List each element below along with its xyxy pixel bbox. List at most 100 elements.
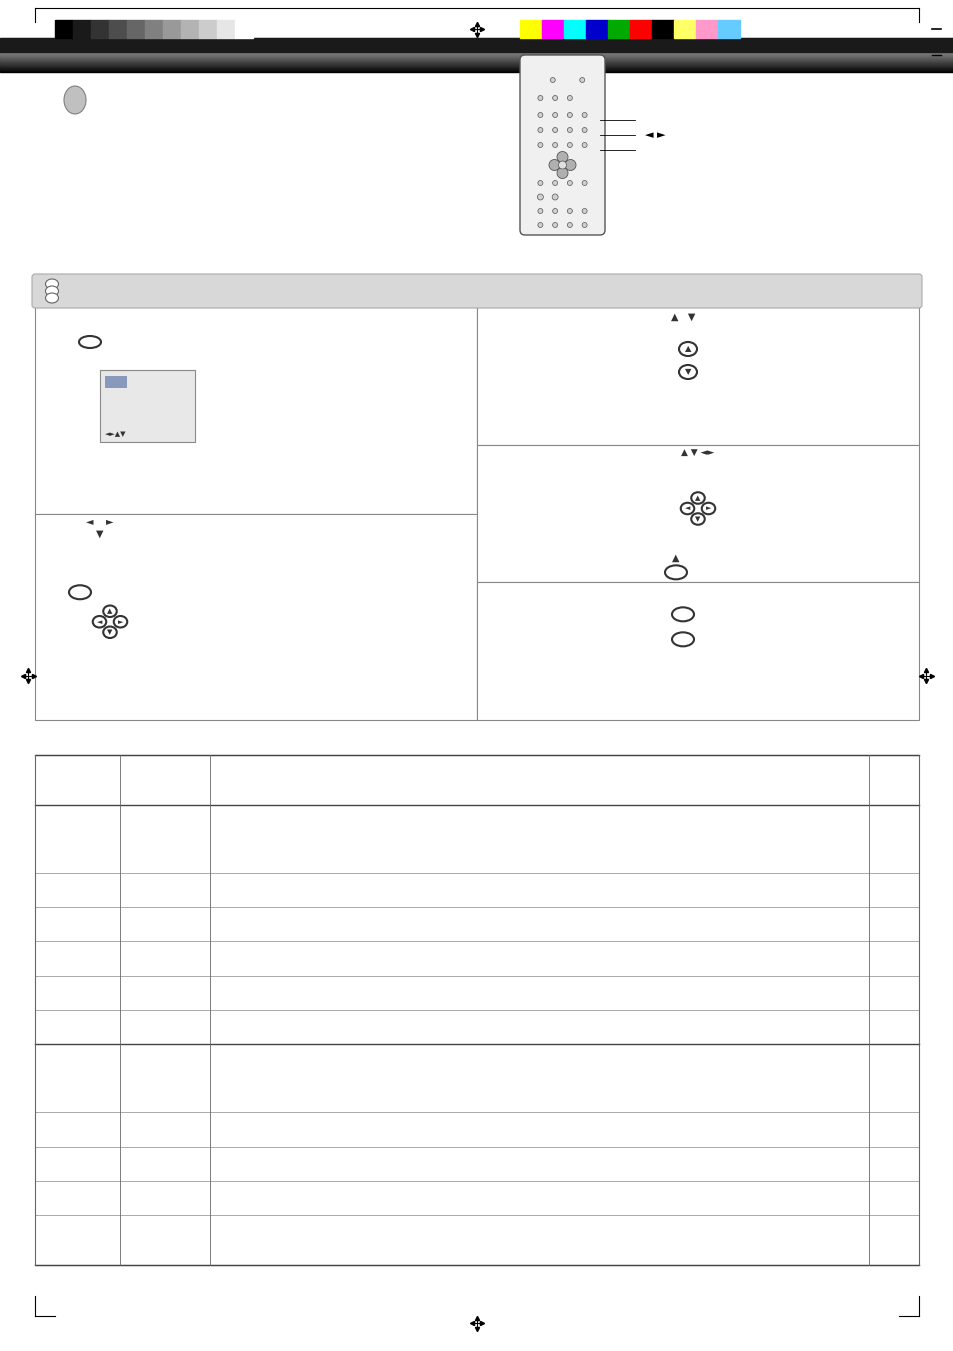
Text: ▲: ▲ <box>684 345 691 354</box>
Ellipse shape <box>679 365 697 380</box>
Text: ▼: ▼ <box>695 516 700 521</box>
Circle shape <box>550 77 555 82</box>
Text: ◄: ◄ <box>96 619 102 624</box>
Ellipse shape <box>691 492 704 504</box>
Circle shape <box>552 223 558 227</box>
Text: ▲: ▲ <box>107 608 112 615</box>
Text: ◄►▲▼: ◄►▲▼ <box>105 431 127 436</box>
Circle shape <box>552 96 558 100</box>
Bar <box>91 20 109 38</box>
Ellipse shape <box>113 616 127 627</box>
Ellipse shape <box>79 336 101 349</box>
Circle shape <box>537 181 542 185</box>
Circle shape <box>567 208 572 213</box>
Text: ◄    ►: ◄ ► <box>86 517 113 527</box>
Ellipse shape <box>103 627 116 638</box>
Ellipse shape <box>664 565 686 580</box>
Circle shape <box>581 208 586 213</box>
Circle shape <box>558 161 566 169</box>
Bar <box>541 20 563 38</box>
Circle shape <box>567 142 572 147</box>
Circle shape <box>581 112 586 118</box>
FancyBboxPatch shape <box>32 274 921 308</box>
Bar <box>127 20 145 38</box>
Circle shape <box>537 142 542 147</box>
Bar <box>696 20 718 38</box>
Bar <box>109 20 127 38</box>
Bar <box>519 20 541 38</box>
Bar <box>73 20 91 38</box>
Text: ▲ ▼ ◄►: ▲ ▼ ◄► <box>680 447 714 457</box>
Text: ▼: ▼ <box>96 528 104 539</box>
Circle shape <box>581 181 586 185</box>
Circle shape <box>537 112 542 118</box>
Circle shape <box>537 195 543 200</box>
Circle shape <box>581 127 586 132</box>
Circle shape <box>564 159 576 170</box>
Circle shape <box>557 151 567 162</box>
Bar <box>0 38 953 51</box>
Ellipse shape <box>46 280 58 289</box>
Ellipse shape <box>92 616 106 627</box>
Bar <box>199 20 216 38</box>
Text: ►: ► <box>117 619 123 624</box>
Bar <box>105 376 127 388</box>
Bar <box>35 755 918 1265</box>
Ellipse shape <box>701 503 715 515</box>
Ellipse shape <box>671 632 693 646</box>
Circle shape <box>581 223 586 227</box>
Circle shape <box>581 142 586 147</box>
Bar <box>55 20 73 38</box>
Circle shape <box>552 181 558 185</box>
Bar <box>585 20 607 38</box>
Ellipse shape <box>691 513 704 524</box>
Ellipse shape <box>46 293 58 303</box>
Text: ◄: ◄ <box>684 505 689 512</box>
Text: ◄ ►: ◄ ► <box>644 130 665 141</box>
Ellipse shape <box>679 342 697 357</box>
Circle shape <box>552 127 558 132</box>
Circle shape <box>548 159 559 170</box>
Bar <box>163 20 181 38</box>
Text: ►: ► <box>705 505 710 512</box>
Text: ▲   ▼: ▲ ▼ <box>670 312 695 322</box>
Ellipse shape <box>671 608 693 621</box>
Circle shape <box>579 77 584 82</box>
Circle shape <box>557 168 567 178</box>
Circle shape <box>552 142 558 147</box>
Circle shape <box>552 195 558 200</box>
Circle shape <box>567 127 572 132</box>
Circle shape <box>552 112 558 118</box>
Bar <box>234 20 253 38</box>
Circle shape <box>537 127 542 132</box>
Circle shape <box>567 223 572 227</box>
Bar <box>181 20 199 38</box>
Circle shape <box>552 208 558 213</box>
Ellipse shape <box>64 86 86 113</box>
Bar <box>629 20 651 38</box>
Bar <box>476 444 918 582</box>
Circle shape <box>567 96 572 100</box>
Bar <box>35 307 476 513</box>
Ellipse shape <box>680 503 694 515</box>
Bar <box>145 20 163 38</box>
Bar <box>476 307 918 444</box>
Circle shape <box>537 208 542 213</box>
Circle shape <box>537 96 542 100</box>
Text: ▲: ▲ <box>695 494 700 501</box>
Circle shape <box>567 112 572 118</box>
Bar <box>718 20 740 38</box>
Ellipse shape <box>69 585 91 600</box>
Bar <box>651 20 673 38</box>
Text: ▼: ▼ <box>107 630 112 635</box>
FancyBboxPatch shape <box>519 55 604 235</box>
Bar <box>673 20 696 38</box>
Text: ▼: ▼ <box>684 367 691 377</box>
Bar <box>563 20 585 38</box>
Bar <box>100 370 194 442</box>
Ellipse shape <box>46 286 58 296</box>
Circle shape <box>537 223 542 227</box>
Text: ▲: ▲ <box>672 553 679 562</box>
Circle shape <box>567 181 572 185</box>
Bar <box>35 513 476 720</box>
